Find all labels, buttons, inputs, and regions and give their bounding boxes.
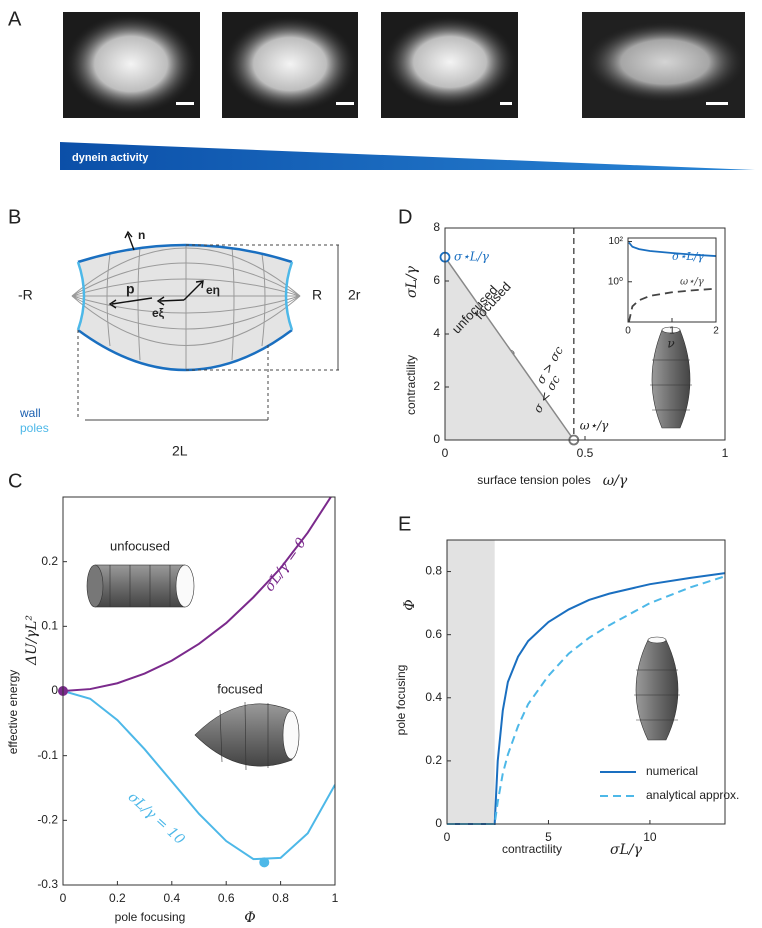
legend-label: analytical approx. <box>646 788 739 802</box>
inset-background <box>628 238 716 322</box>
panel-label: A <box>8 8 22 30</box>
gradient-label: dynein activity <box>72 152 149 164</box>
legend-label: wall <box>19 406 41 420</box>
micrograph <box>381 12 518 118</box>
y-axis-label: pole focusing <box>394 665 408 736</box>
spindle-icon <box>634 636 680 741</box>
plot-frame <box>446 539 726 825</box>
curve-label: σL/γ = 10 <box>125 789 188 848</box>
y-axis-label: effective energy <box>6 670 20 755</box>
y-axis-symbol: Φ <box>402 599 418 610</box>
dimension-label: 2r <box>348 287 361 303</box>
x-tick-label: 2 <box>713 326 719 337</box>
x-tick-label: 0.6 <box>218 891 235 905</box>
series-line <box>63 690 335 861</box>
y-tick-label: 4 <box>433 326 440 340</box>
panel-label: C <box>8 470 22 492</box>
phase-boundary <box>444 256 575 441</box>
y-tick-label: 8 <box>433 220 440 234</box>
tip-label: -R <box>18 287 33 303</box>
series-line <box>63 497 333 692</box>
y-tick-label: 0.8 <box>425 564 442 578</box>
dimension-label: 2L <box>172 443 188 459</box>
panel-label: D <box>398 206 412 228</box>
x-tick-label: 1 <box>669 326 675 337</box>
polarity-label: p <box>126 281 135 297</box>
y-tick-label: 10⁰ <box>608 276 623 287</box>
inset-series-label: σ⋆L/γ <box>672 250 704 263</box>
y-axis-symbol: ΔU/γL² <box>24 615 40 666</box>
y-tick-label: 0 <box>433 432 440 446</box>
marker <box>259 857 270 868</box>
series-line <box>628 241 717 257</box>
y-tick-label: 0.2 <box>41 554 58 568</box>
y-tick-label: -0.2 <box>37 813 58 827</box>
y-tick-label: 0 <box>51 683 58 697</box>
spindle-icon <box>194 701 300 771</box>
series-line <box>628 287 717 323</box>
panel-label: E <box>398 513 411 535</box>
x-axis-symbol: Φ <box>244 910 255 926</box>
basis-label: eη <box>206 283 220 297</box>
plot-frame <box>62 496 336 886</box>
x-tick-label: 10 <box>643 830 657 844</box>
tip-label: R <box>312 287 322 303</box>
x-axis-label: contractility <box>502 842 562 856</box>
y-tick-label: 10² <box>609 236 624 247</box>
x-tick-label: 0 <box>60 891 67 905</box>
y-tick-label: 0 <box>435 816 442 830</box>
x-axis-label: pole focusing <box>115 910 186 924</box>
micrograph <box>582 12 745 118</box>
x-tick-label: 0 <box>444 830 451 844</box>
legend-label: numerical <box>646 764 698 778</box>
annotation: focused <box>217 681 263 696</box>
cylinder-icon <box>86 564 195 608</box>
basis-label: eξ <box>152 306 165 320</box>
micrograph <box>222 12 358 118</box>
micrograph <box>63 12 200 118</box>
x-axis-label: surface tension poles <box>477 473 590 487</box>
legend-label: poles <box>20 421 49 435</box>
critical-label: ω⋆/γ <box>580 419 609 433</box>
x-tick-label: 0 <box>442 446 449 460</box>
plot-frame <box>444 227 726 441</box>
critical-label: σ⋆L/γ <box>454 250 490 264</box>
y-tick-label: -0.3 <box>37 877 58 891</box>
x-tick-label: 1 <box>332 891 339 905</box>
inset-series-label: ω⋆/γ <box>680 277 704 288</box>
x-tick-label: 0.2 <box>109 891 126 905</box>
y-axis-label: contractility <box>404 355 418 415</box>
y-tick-label: 0.4 <box>425 690 442 704</box>
shaded-region <box>447 540 495 824</box>
y-tick-label: -0.1 <box>37 748 58 762</box>
normal-label: n <box>138 228 145 242</box>
curve-label: σL/γ = 0 <box>261 535 309 595</box>
x-tick-label: 0.4 <box>163 891 180 905</box>
annotation: unfocused <box>110 538 170 553</box>
x-tick-label: 5 <box>545 830 552 844</box>
spindle-icon <box>650 326 692 429</box>
panel-label: B <box>8 206 21 228</box>
activity-gradient <box>60 142 755 170</box>
spindle-diagram <box>71 230 340 421</box>
x-tick-label: 0.5 <box>577 446 594 460</box>
y-tick-label: 6 <box>433 273 440 287</box>
x-axis-symbol: ω/γ <box>603 473 628 489</box>
y-tick-label: 0.1 <box>41 619 58 633</box>
y-axis-symbol: σL/γ <box>404 265 420 298</box>
x-axis-symbol: σL/γ <box>610 842 643 858</box>
y-tick-label: 2 <box>433 379 440 393</box>
y-tick-label: 0.2 <box>425 753 442 767</box>
y-tick-label: 0.6 <box>425 627 442 641</box>
x-tick-label: 0.8 <box>272 891 289 905</box>
inset-x-label: ν <box>667 337 674 351</box>
x-tick-label: 1 <box>722 446 729 460</box>
plot-frame <box>627 237 717 323</box>
x-tick-label: 0 <box>625 326 631 337</box>
